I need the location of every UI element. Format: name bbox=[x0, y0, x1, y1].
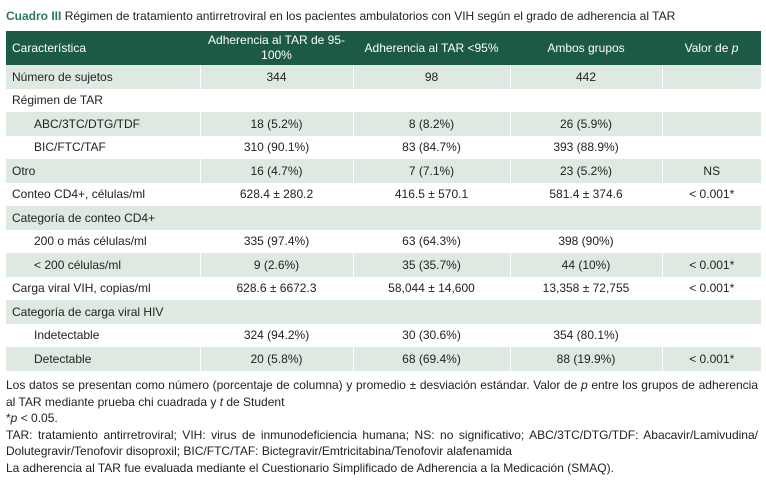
header-cell: Adherencia al TAR <95% bbox=[353, 31, 510, 65]
cell: < 0.001* bbox=[661, 253, 761, 277]
cell: Indetectable bbox=[34, 328, 100, 343]
cell: BIC/FTC/TAF bbox=[34, 140, 106, 155]
cell: Carga viral VIH, copias/ml bbox=[12, 281, 151, 296]
cell: 26 (5.9%) bbox=[509, 112, 662, 136]
section-cell: Categoría de carga viral HIV bbox=[6, 300, 761, 324]
cell: 83 (84.7%) bbox=[352, 135, 510, 159]
cell: 416.5 ± 570.1 bbox=[352, 182, 510, 206]
note: TAR: tratamiento antirretroviral; VIH: v… bbox=[6, 427, 758, 460]
cell: 628.4 ± 280.2 bbox=[199, 182, 353, 206]
table-row: 200 o más células/ml 335 (97.4%) 63 (64.3%… bbox=[6, 229, 761, 253]
cell: < 0.001* bbox=[661, 347, 761, 371]
empty-cell bbox=[661, 323, 761, 347]
table-row: Indetectable 324 (94.2%) 30 (30.6%) 354 (80… bbox=[6, 323, 761, 347]
note-italic: p bbox=[10, 411, 18, 425]
cell: 398 (90%) bbox=[509, 229, 662, 253]
cell: 35 (35.7%) bbox=[352, 253, 510, 277]
cell: 310 (90.1%) bbox=[199, 135, 353, 159]
empty-cell bbox=[661, 229, 761, 253]
header-cell: Característica bbox=[6, 31, 200, 65]
cell: 58,044 ± 14,600 bbox=[352, 276, 510, 300]
empty-cell bbox=[661, 135, 761, 159]
section-cell: Régimen de TAR bbox=[12, 93, 103, 108]
table-row: ABC/3TC/DTG/TDF 18 (5.2%) 8 (8.2%) 26 (5.9%… bbox=[6, 112, 761, 136]
caption: Cuadro III Régimen de tratamiento antirr… bbox=[6, 9, 675, 23]
table-row: BIC/FTC/TAF 310 (90.1%) 83 (84.7%) 393 (88.… bbox=[6, 135, 761, 159]
cell: 7 (7.1%) bbox=[352, 159, 510, 183]
cell: NS bbox=[661, 159, 761, 183]
header-italic: p bbox=[731, 40, 739, 55]
cell: < 0.001* bbox=[661, 276, 761, 300]
note: *p < 0.05. bbox=[6, 410, 758, 427]
cell: Conteo CD4+, células/ml bbox=[12, 187, 146, 202]
note-italic: t bbox=[219, 394, 224, 409]
cell: Número de sujetos bbox=[6, 65, 200, 89]
cell: < 0.001* bbox=[661, 182, 761, 206]
caption-label: Cuadro III bbox=[6, 9, 62, 23]
cell: Otro bbox=[6, 159, 200, 183]
table-row: Régimen de TAR bbox=[6, 89, 761, 113]
header-text: Valor de bbox=[684, 40, 732, 55]
header-cell: Valor de p bbox=[662, 31, 761, 65]
table-row: Número de sujetos 344 98 442 bbox=[6, 65, 761, 89]
note-text: La adherencia al TAR fue evaluada median… bbox=[6, 460, 614, 475]
note: Los datos se presentan como número (porc… bbox=[6, 377, 758, 410]
cell: ABC/3TC/DTG/TDF bbox=[6, 112, 200, 136]
empty-cell bbox=[661, 65, 761, 89]
table-row: < 200 células/ml 9 (2.6%) 35 (35.7%) 44 (10… bbox=[6, 253, 761, 277]
note-text: Los datos se presentan como número (porc… bbox=[6, 378, 581, 392]
cell: Detectable bbox=[6, 347, 200, 371]
cell: 8 (8.2%) bbox=[352, 112, 510, 136]
cell: 335 (97.4%) bbox=[199, 229, 353, 253]
table-row: Otro 16 (4.7%) 7 (7.1%) 23 (5.2%) NS bbox=[6, 159, 761, 183]
note-text: entre los grupos de adherencia al TAR me… bbox=[6, 378, 758, 409]
cell: 30 (30.6%) bbox=[352, 323, 510, 347]
note-text: TAR: tratamiento antirretroviral; VIH: v… bbox=[6, 427, 758, 459]
note-text: < 0.05. bbox=[17, 411, 58, 425]
table-row: Conteo CD4+, células/ml 628.4 ± 280.2 416.… bbox=[6, 182, 761, 206]
header-row: Característica Adherencia al TAR de 95-1… bbox=[6, 31, 761, 65]
cell: 393 (88.9%) bbox=[509, 135, 662, 159]
table-row: Categoría de carga viral HIV bbox=[6, 300, 761, 324]
note-italic: p bbox=[580, 378, 588, 392]
cell: 13,358 ± 72,755 bbox=[509, 276, 662, 300]
table: Característica Adherencia al TAR de 95-1… bbox=[6, 31, 761, 371]
header-cell: Adherencia al TAR de 95-100% bbox=[200, 31, 353, 65]
note-text: * bbox=[6, 411, 11, 425]
cell: 324 (94.2%) bbox=[199, 323, 353, 347]
cell: 344 bbox=[199, 65, 353, 89]
cell: < 200 células/ml bbox=[6, 253, 200, 277]
cell: 200 o más células/ml bbox=[34, 234, 147, 249]
cell: 23 (5.2%) bbox=[509, 159, 662, 183]
cell: 20 (5.8%) bbox=[199, 347, 353, 371]
section-cell: Categoría de conteo CD4+ bbox=[6, 206, 761, 230]
cell: 68 (69.4%) bbox=[352, 347, 510, 371]
cell: 9 (2.6%) bbox=[199, 253, 353, 277]
cell: 628.6 ± 6672.3 bbox=[199, 276, 353, 300]
cell: 354 (80.1%) bbox=[509, 323, 662, 347]
note-text: de Student bbox=[223, 394, 285, 409]
cell: 63 (64.3%) bbox=[352, 229, 510, 253]
header-cell: Ambos grupos bbox=[510, 31, 662, 65]
table-row: Categoría de conteo CD4+ bbox=[6, 206, 761, 230]
caption-text: Régimen de tratamiento antirretroviral e… bbox=[64, 9, 676, 23]
table-row: Carga viral VIH, copias/ml 628.6 ± 6672.3… bbox=[6, 276, 761, 300]
cell: 16 (4.7%) bbox=[199, 159, 353, 183]
cell: 98 bbox=[352, 65, 510, 89]
cell: 88 (19.9%) bbox=[509, 347, 662, 371]
cell: 44 (10%) bbox=[509, 253, 662, 277]
cell: 442 bbox=[509, 65, 662, 89]
notes: Los datos se presentan como número (porc… bbox=[6, 377, 758, 476]
cell: 18 (5.2%) bbox=[199, 112, 353, 136]
cell: 581.4 ± 374.6 bbox=[509, 182, 662, 206]
empty-cell bbox=[661, 112, 761, 136]
table-row: Detectable 20 (5.8%) 68 (69.4%) 88 (19.9%) <… bbox=[6, 347, 761, 371]
note: La adherencia al TAR fue evaluada median… bbox=[6, 460, 758, 477]
